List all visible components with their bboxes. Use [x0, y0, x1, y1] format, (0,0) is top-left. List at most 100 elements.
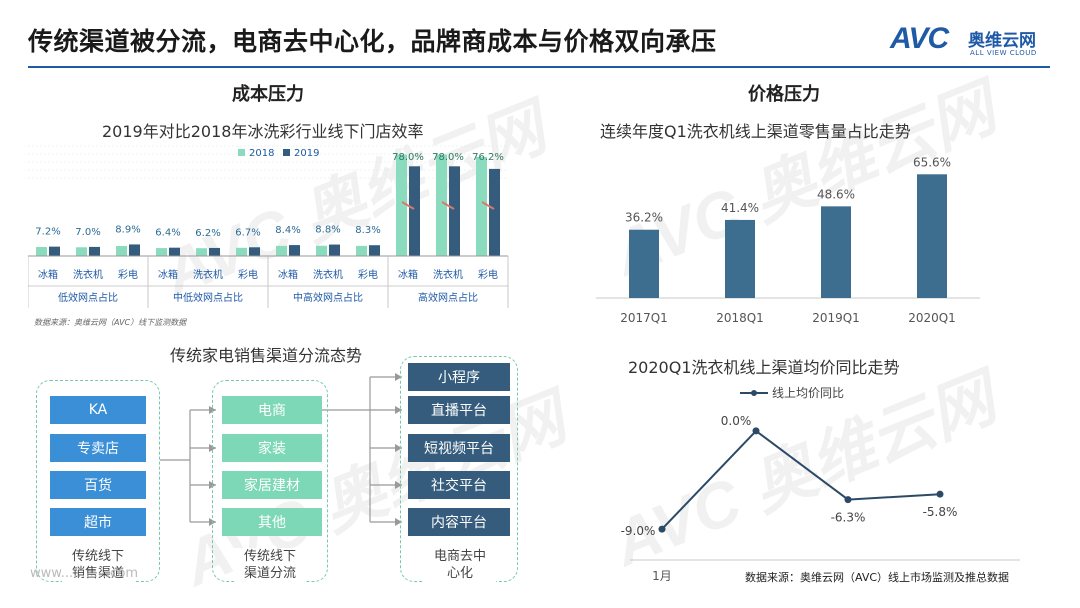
axis-break-mark [401, 201, 415, 210]
axis-break-mark [481, 201, 495, 210]
category-tick: 1月 [652, 569, 672, 583]
price-pressure-heading: 价格压力 [748, 84, 820, 105]
bar-2019 [209, 247, 220, 256]
category-tick: 彩电 [118, 268, 138, 281]
logo-cn: 奥维云网 [968, 31, 1036, 51]
data-label: 78.0% [432, 152, 464, 163]
data-label: 8.9% [115, 224, 140, 235]
platform-social: 社交平台 [408, 471, 510, 499]
data-point [936, 490, 944, 498]
category-tick: 2018Q1 [716, 311, 764, 325]
online-share-bar-chart: 36.2% 2017Q1 41.4% 2018Q1 48.6% 2019Q1 65.6% 20… [596, 155, 980, 325]
bar-2018 [196, 248, 207, 256]
avc-logo: AVC 奥维云网 ALL VIEW CLOUD [890, 20, 1060, 62]
data-point [844, 496, 852, 504]
category-tick: 冰箱 [398, 268, 418, 281]
bar-2019 [169, 247, 180, 256]
data-point [752, 427, 760, 435]
bar-2018 [316, 245, 327, 256]
series-line [661, 429, 941, 530]
diversion-ecommerce: 电商 [222, 396, 322, 424]
flow-diagram-title: 传统家电销售渠道分流态势 [170, 346, 363, 365]
category-tick: 洗衣机 [73, 268, 103, 281]
bar-2018 [156, 248, 167, 256]
legend-swatch-2019 [283, 149, 290, 156]
data-label: -9.0% [621, 524, 656, 538]
legend-swatch-2018 [238, 149, 245, 156]
data-point [658, 525, 666, 533]
legend-label-2019: 2019 [294, 148, 319, 159]
channel-department-store: 百货 [50, 471, 146, 499]
website-url: www............com [30, 566, 139, 581]
data-label: 6.4% [155, 228, 180, 239]
category-tick: 彩电 [238, 268, 258, 281]
legend-marker [751, 390, 757, 396]
group-label: 中低效网点占比 [173, 291, 243, 304]
data-label: 8.8% [315, 225, 340, 236]
group-label: 中高效网点占比 [293, 291, 363, 304]
bar-2019 [369, 245, 380, 256]
efficiency-chart-source: 数据来源：奥维云网（AVC）线下监测数据 [34, 318, 187, 327]
category-tick: 洗衣机 [433, 268, 463, 281]
data-label: 7.0% [75, 227, 100, 238]
group-label: 高效网点占比 [418, 291, 478, 304]
legend-label-2018: 2018 [249, 148, 274, 159]
category-tick: 冰箱 [38, 268, 58, 281]
data-label: 0.0% [721, 414, 752, 428]
channel-specialty-store: 专卖店 [50, 434, 146, 462]
logo-mark: AVC [890, 22, 949, 55]
bar-2018 [476, 156, 487, 256]
data-label: 65.6% [913, 155, 951, 169]
bar-2018 [436, 154, 447, 256]
group-label: 低效网点占比 [58, 291, 118, 304]
legend-label: 线上均价同比 [772, 386, 844, 400]
diversion-group-label: 传统线下 渠道分流 [234, 548, 306, 582]
category-tick: 洗衣机 [313, 268, 343, 281]
data-label: 41.4% [721, 201, 759, 215]
price-trend-chart-title: 2020Q1洗衣机线上渠道均价同比走势 [628, 358, 900, 377]
bar-2019 [409, 166, 420, 256]
channel-supermarket: 超市 [50, 508, 146, 536]
cost-pressure-heading: 成本压力 [232, 84, 304, 105]
category-tick: 彩电 [478, 268, 498, 281]
platform-mini-program: 小程序 [408, 363, 510, 391]
bar [821, 206, 851, 298]
bar-2019 [49, 246, 60, 256]
efficiency-bar-chart: 7.2% 冰箱 7.0% 洗衣机 8.9% 彩电 6.4% 冰箱 6.2% 洗衣机 6.7% 彩电 8.… [28, 145, 509, 308]
category-tick: 2017Q1 [620, 311, 668, 325]
platform-content: 内容平台 [408, 508, 510, 536]
bar-2018 [276, 245, 287, 256]
online-share-chart-title: 连续年度Q1洗衣机线上渠道零售量占比走势 [600, 122, 911, 141]
category-tick: 冰箱 [158, 268, 178, 281]
category-tick: 冰箱 [278, 268, 298, 281]
bar-2019 [489, 168, 500, 256]
category-tick: 2020Q1 [908, 311, 956, 325]
data-label: 78.0% [392, 152, 424, 163]
title-divider [28, 66, 1050, 68]
bar-2018 [116, 245, 127, 256]
bar-2019 [289, 245, 300, 256]
diversion-home-decoration: 家装 [222, 434, 322, 462]
category-tick: 洗衣机 [193, 268, 223, 281]
diversion-other: 其他 [222, 508, 322, 536]
bar-2019 [449, 166, 460, 256]
data-label: 6.7% [235, 227, 260, 238]
channel-ka: KA [50, 396, 146, 424]
price-source-note: 数据来源：奥维云网（AVC）线上市场监测及推总数据 [745, 571, 1010, 584]
bar-2018 [36, 247, 47, 256]
bar [725, 219, 755, 298]
data-label: 8.3% [355, 225, 380, 236]
data-label: 8.4% [275, 225, 300, 236]
bar-2018 [356, 245, 367, 256]
data-label: -5.8% [923, 505, 958, 519]
data-label: 76.2% [472, 152, 504, 163]
platform-short-video: 短视频平台 [408, 434, 510, 462]
category-tick: 2019Q1 [812, 311, 860, 325]
platform-live-streaming: 直播平台 [408, 396, 510, 424]
bar-2018 [76, 247, 87, 256]
bar-2018 [236, 247, 247, 256]
bar [629, 229, 659, 298]
data-label: 36.2% [625, 211, 663, 225]
data-label: 48.6% [817, 187, 855, 201]
decentralization-group-label: 电商去中 心化 [424, 548, 496, 582]
